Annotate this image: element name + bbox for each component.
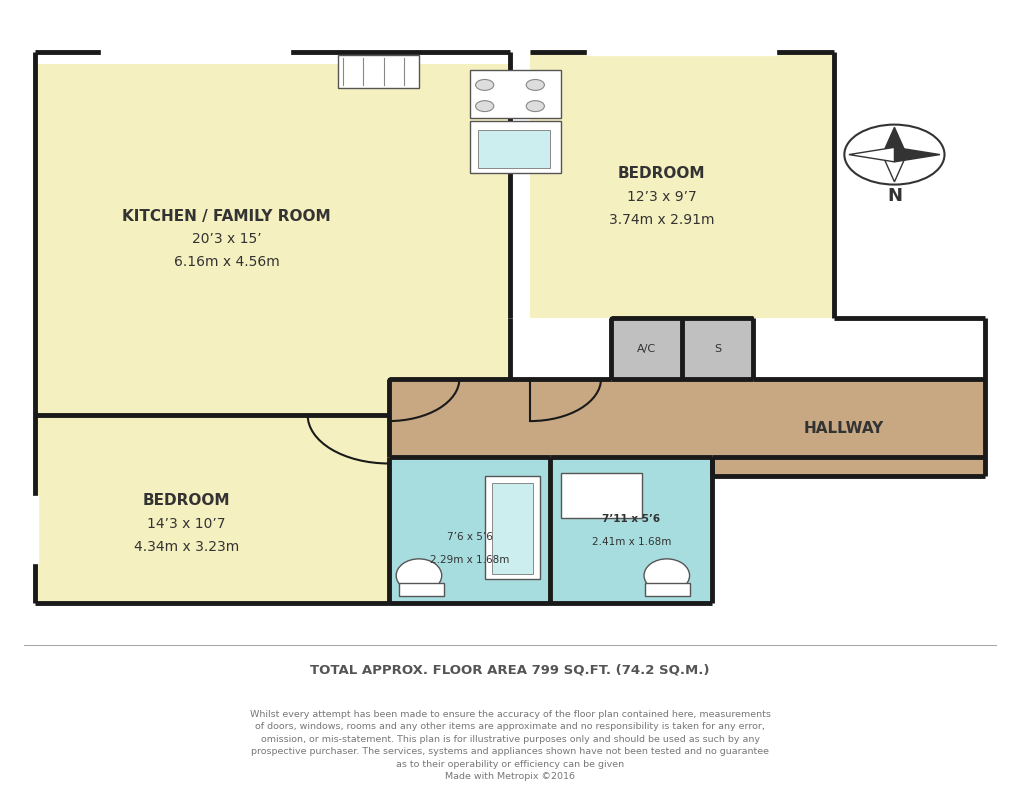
Bar <box>484 476 540 579</box>
Bar <box>388 379 610 458</box>
Bar <box>610 379 984 476</box>
Text: KITCHEN / FAMILY ROOM: KITCHEN / FAMILY ROOM <box>122 209 331 224</box>
Circle shape <box>526 80 544 91</box>
Ellipse shape <box>643 559 689 593</box>
Text: BEDROOM: BEDROOM <box>618 166 705 181</box>
Ellipse shape <box>395 559 441 593</box>
Bar <box>398 584 444 596</box>
Circle shape <box>475 102 493 112</box>
Text: A/C: A/C <box>637 344 655 354</box>
Bar <box>610 318 682 379</box>
Polygon shape <box>848 148 894 163</box>
Bar <box>491 484 533 574</box>
Text: S: S <box>713 344 720 354</box>
Circle shape <box>844 125 944 185</box>
Bar <box>530 53 833 318</box>
Bar <box>550 458 711 603</box>
Circle shape <box>475 80 493 91</box>
Polygon shape <box>881 156 906 183</box>
Text: 12’3 x 9’7: 12’3 x 9’7 <box>627 189 696 204</box>
Polygon shape <box>894 148 940 163</box>
Text: 7’11 x 5’6: 7’11 x 5’6 <box>602 513 660 524</box>
Text: 7’6 x 5’6: 7’6 x 5’6 <box>446 532 492 541</box>
Text: HALLWAY: HALLWAY <box>803 420 883 435</box>
Polygon shape <box>881 128 906 156</box>
Bar <box>644 584 690 596</box>
Bar <box>469 71 560 119</box>
Text: Whilst every attempt has been made to ensure the accuracy of the floor plan cont: Whilst every attempt has been made to en… <box>250 709 769 780</box>
Bar <box>682 318 752 379</box>
Bar <box>560 473 641 518</box>
Text: 4.34m x 3.23m: 4.34m x 3.23m <box>133 539 238 553</box>
Text: 3.74m x 2.91m: 3.74m x 2.91m <box>608 213 713 226</box>
Bar <box>337 55 419 89</box>
Circle shape <box>526 102 544 112</box>
Text: 6.16m x 4.56m: 6.16m x 4.56m <box>173 255 279 269</box>
Bar <box>469 122 560 173</box>
Bar <box>35 65 510 415</box>
Bar <box>477 132 550 168</box>
Text: 2.29m x 1.68m: 2.29m x 1.68m <box>429 554 508 565</box>
Text: 20’3 x 15’: 20’3 x 15’ <box>192 232 261 246</box>
Text: 2.41m x 1.68m: 2.41m x 1.68m <box>591 537 671 546</box>
Bar <box>388 458 550 603</box>
Text: 14’3 x 10’7: 14’3 x 10’7 <box>147 516 225 530</box>
Text: BEDROOM: BEDROOM <box>143 492 230 508</box>
Bar <box>35 415 388 603</box>
Text: N: N <box>887 187 901 205</box>
Text: TOTAL APPROX. FLOOR AREA 799 SQ.FT. (74.2 SQ.M.): TOTAL APPROX. FLOOR AREA 799 SQ.FT. (74.… <box>310 663 709 676</box>
